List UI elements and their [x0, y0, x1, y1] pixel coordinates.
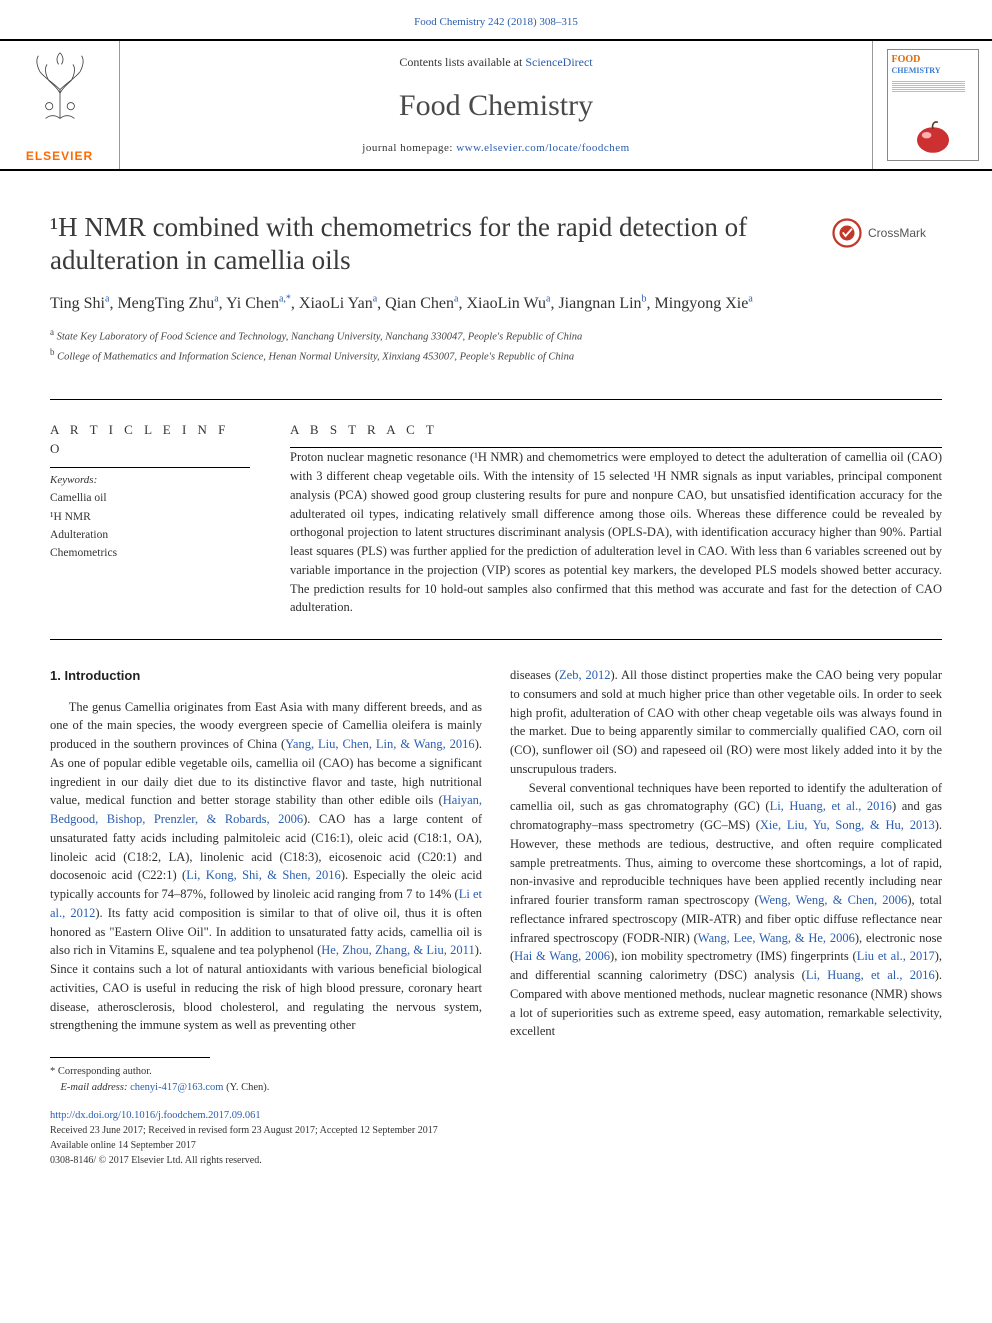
ref-link[interactable]: Wang, Lee, Wang, & He, 2006: [698, 931, 855, 945]
article-info-column: A R T I C L E I N F O Keywords: Camellia…: [50, 420, 250, 617]
citation-header: Food Chemistry 242 (2018) 308–315: [0, 0, 992, 39]
body-column-left: 1. Introduction The genus Camellia origi…: [50, 666, 482, 1041]
sciencedirect-link[interactable]: ScienceDirect: [525, 55, 592, 69]
article-info-heading: A R T I C L E I N F O: [50, 420, 250, 459]
affiliations: a State Key Laboratory of Food Science a…: [50, 326, 942, 365]
authors-line: Ting Shia, MengTing Zhua, Yi Chena,*, Xi…: [50, 292, 942, 316]
ref-link[interactable]: Yang, Liu, Chen, Lin, & Wang, 2016: [285, 737, 475, 751]
ref-link[interactable]: Hai & Wang, 2006: [514, 949, 610, 963]
ref-link[interactable]: Xie, Liu, Yu, Song, & Hu, 2013: [760, 818, 935, 832]
cover-title-line1: FOOD: [888, 50, 978, 65]
article-title: ¹H NMR combined with chemometrics for th…: [50, 211, 812, 279]
body-columns: 1. Introduction The genus Camellia origi…: [0, 640, 992, 1051]
keyword-item: Camellia oil: [50, 490, 250, 507]
abstract-text: Proton nuclear magnetic resonance (¹H NM…: [290, 448, 942, 617]
keyword-item: Adulteration: [50, 527, 250, 544]
body-column-right: diseases (Zeb, 2012). All those distinct…: [510, 666, 942, 1041]
body-paragraph: diseases (Zeb, 2012). All those distinct…: [510, 666, 942, 779]
footer-divider: [50, 1057, 210, 1058]
affiliation-b: b College of Mathematics and Information…: [50, 346, 942, 365]
doi-link[interactable]: http://dx.doi.org/10.1016/j.foodchem.201…: [50, 1110, 261, 1121]
article-header: ¹H NMR combined with chemometrics for th…: [0, 171, 992, 375]
affiliation-a: a State Key Laboratory of Food Science a…: [50, 326, 942, 345]
ref-link[interactable]: Liu et al., 2017: [857, 949, 935, 963]
publisher-cell: ELSEVIER: [0, 41, 120, 169]
email-line: E-mail address: chenyi-417@163.com (Y. C…: [50, 1080, 942, 1096]
homepage-line: journal homepage: www.elsevier.com/locat…: [362, 140, 629, 157]
cover-title-line2: CHEMISTRY: [888, 65, 978, 79]
corresponding-email-link[interactable]: chenyi-417@163.com: [130, 1082, 223, 1093]
info-abstract-row: A R T I C L E I N F O Keywords: Camellia…: [0, 400, 992, 617]
available-line: Available online 14 September 2017: [50, 1138, 942, 1153]
abstract-column: A B S T R A C T Proton nuclear magnetic …: [290, 420, 942, 617]
banner-center: Contents lists available at ScienceDirec…: [120, 41, 872, 169]
ref-link[interactable]: Weng, Weng, & Chen, 2006: [759, 893, 908, 907]
journal-banner: ELSEVIER Contents lists available at Sci…: [0, 39, 992, 171]
ref-link[interactable]: He, Zhou, Zhang, & Liu, 2011: [321, 943, 474, 957]
ref-link[interactable]: Zeb, 2012: [559, 668, 610, 682]
crossmark-label: CrossMark: [868, 224, 926, 242]
body-paragraph: The genus Camellia originates from East …: [50, 698, 482, 1036]
crossmark-icon: [832, 218, 862, 248]
crossmark-badge[interactable]: CrossMark: [832, 215, 942, 251]
cover-filler-lines: [888, 79, 978, 94]
elsevier-tree-icon: [20, 47, 100, 125]
homepage-prefix: journal homepage:: [362, 142, 456, 154]
cover-cell: FOOD CHEMISTRY: [872, 41, 992, 169]
section-heading-intro: 1. Introduction: [50, 666, 482, 686]
ref-link[interactable]: Li, Huang, et al., 2016: [770, 799, 892, 813]
ref-link[interactable]: Li, Huang, et al., 2016: [806, 968, 935, 982]
keyword-item: Chemometrics: [50, 545, 250, 562]
keywords-label: Keywords:: [50, 472, 250, 489]
history-line: Received 23 June 2017; Received in revis…: [50, 1123, 942, 1138]
contents-line: Contents lists available at ScienceDirec…: [399, 53, 592, 71]
corresponding-note: * Corresponding author.: [50, 1064, 942, 1080]
journal-title: Food Chemistry: [399, 83, 593, 128]
info-divider: [50, 467, 250, 468]
cover-image-icon: [888, 112, 978, 160]
body-paragraph: Several conventional techniques have bee…: [510, 779, 942, 1042]
footer: * Corresponding author. E-mail address: …: [0, 1057, 992, 1198]
elsevier-wordmark: ELSEVIER: [22, 145, 97, 167]
copyright-line: 0308-8146/ © 2017 Elsevier Ltd. All righ…: [50, 1153, 942, 1168]
citation-link[interactable]: Food Chemistry 242 (2018) 308–315: [414, 16, 578, 28]
abstract-heading: A B S T R A C T: [290, 420, 942, 440]
authors-text: Ting Shia, MengTing Zhua, Yi Chena,*, Xi…: [50, 295, 753, 312]
keywords-list: Camellia oil ¹H NMR Adulteration Chemome…: [50, 490, 250, 562]
journal-homepage-link[interactable]: www.elsevier.com/locate/foodchem: [456, 142, 630, 154]
journal-cover-thumb: FOOD CHEMISTRY: [887, 49, 979, 161]
keyword-item: ¹H NMR: [50, 509, 250, 526]
ref-link[interactable]: Li, Kong, Shi, & Shen, 2016: [186, 868, 341, 882]
contents-prefix: Contents lists available at: [399, 55, 525, 69]
